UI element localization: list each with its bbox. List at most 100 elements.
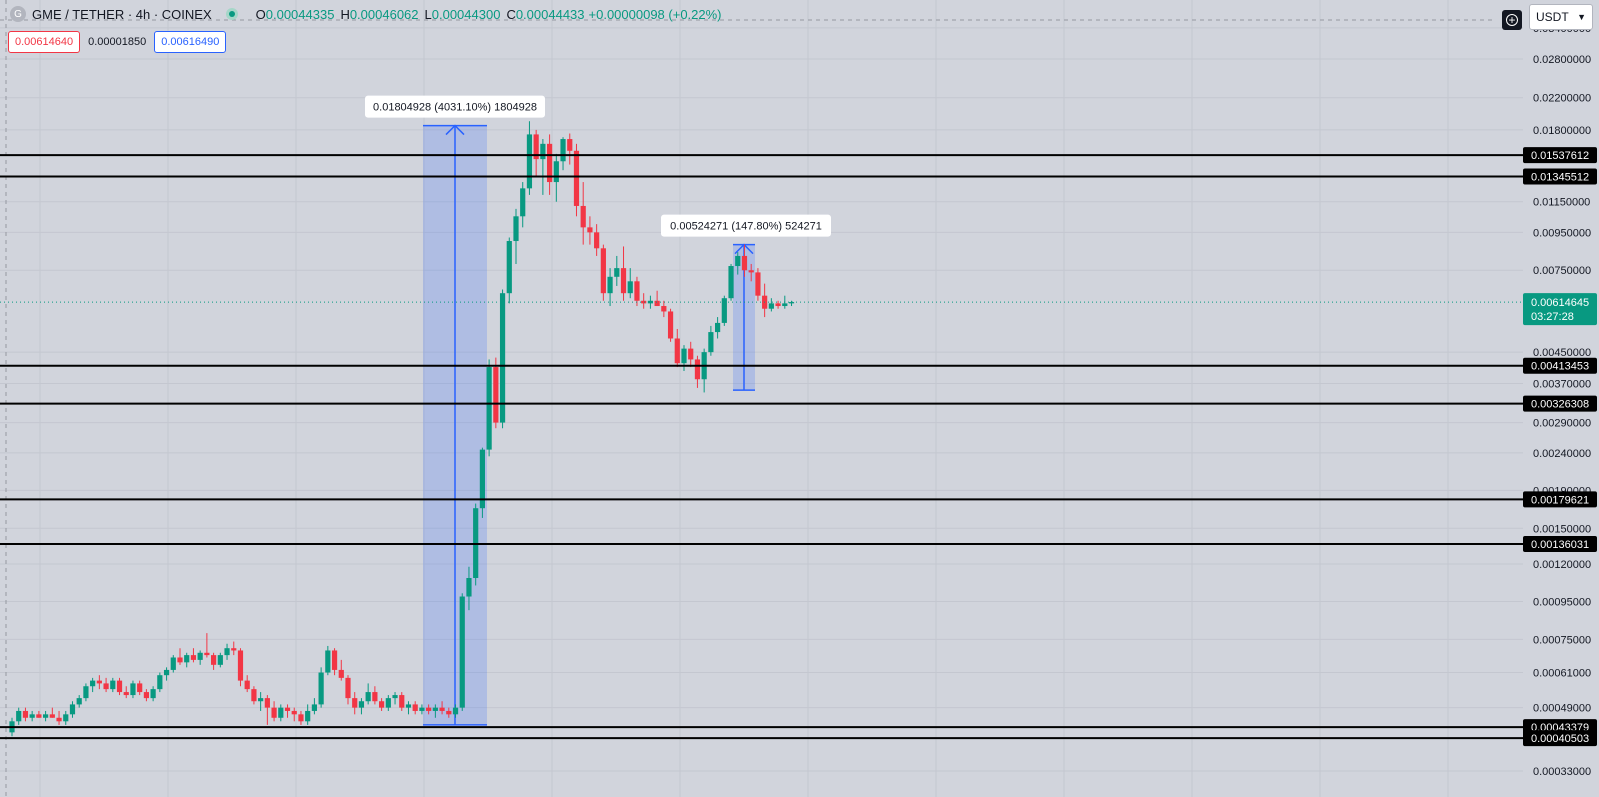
market-status-icon[interactable] [225,8,238,20]
candle [305,704,311,725]
last-price-box [1523,293,1597,326]
candle-body [567,139,573,151]
axis-tick-label: 0.01800000 [1533,125,1591,137]
candle-body [399,695,405,708]
candle-body [63,714,69,722]
candle-body [466,578,472,597]
candle [439,701,445,715]
candle-body [352,698,358,708]
candle-body [426,707,432,711]
candle-body [385,698,391,708]
candle-body [291,710,297,715]
candle-body [137,683,143,693]
candle [620,246,627,301]
candle-body [634,281,640,301]
candle [775,300,781,309]
candle-body [103,683,109,690]
candle [479,447,485,518]
grid-lines [0,0,1523,797]
candle [190,648,197,663]
candle-body [661,306,667,312]
axis-tick-label: 0.02200000 [1533,93,1591,105]
axis-tick-label: 0.00750000 [1533,265,1591,277]
level-label: 0.00040503 [1531,733,1589,745]
candle [694,355,701,388]
candle [547,134,553,195]
spread-value: 0.00001850 [88,36,147,48]
change-value: +0.00000098 (+0.22%) [588,6,722,22]
candle [647,295,653,309]
currency-select[interactable]: USDT ▼ [1529,4,1593,30]
level-label-box [1523,491,1597,508]
candle-body [325,650,331,673]
candle-body [533,134,539,160]
candle-body [36,714,42,718]
candle-body [614,268,620,277]
candle-body [197,652,203,660]
candle-body [305,710,311,722]
candle-body [553,161,559,183]
candle [580,182,586,245]
candle-body [520,188,526,217]
candle-body [607,276,613,294]
candle-body [452,707,459,715]
candle [728,263,734,301]
candle-body [190,655,197,660]
candle-body [540,143,546,160]
candle-body [412,704,418,711]
candle-body [688,348,694,360]
measure-label-box [365,95,545,118]
candle-body [130,683,136,696]
candle-body [163,669,170,676]
candle [264,695,270,725]
measure-label: 0.00524271 (147.80%) 524271 [670,221,822,233]
candle [69,701,76,718]
buy-button[interactable]: 0.00616490 [154,31,227,53]
candle [788,300,795,307]
level-label: 0.01345512 [1531,172,1589,184]
countdown-label: 03:27:28 [1531,311,1574,323]
axis-tick-label: 0.00150000 [1533,523,1591,535]
candle-body [446,710,452,715]
level-label: 0.00413453 [1531,361,1589,373]
candle [560,137,566,171]
candle [661,300,667,318]
axis-tick-label: 0.00290000 [1533,418,1591,430]
candle [446,707,452,718]
low-value: 0.00044300 [431,6,501,22]
level-label-box [1523,535,1597,552]
candle-body [271,707,277,718]
candle [298,710,304,725]
candle [29,710,35,722]
axis-tick-label: 0.00061000 [1533,668,1591,680]
candle [204,633,210,658]
axis-tick-label: 0.00370000 [1533,379,1591,391]
candle [419,704,425,715]
candle [49,707,55,718]
candle-body [83,686,89,699]
sell-button[interactable]: 0.00614640 [8,31,81,53]
candle [43,710,49,722]
add-plus-icon[interactable]: + [1502,10,1522,30]
candle-body [251,689,257,702]
candle [318,667,324,708]
level-label-box [1523,168,1597,185]
level-label-box [1523,357,1597,374]
candle [567,133,573,165]
chevron-down-icon: ▼ [1577,12,1586,22]
candle [150,686,156,702]
candle-body [560,139,566,162]
candle-body [150,689,156,699]
open-key: O [255,6,266,22]
candle [466,566,472,611]
symbol-title[interactable]: GME / TETHER · 4h · COINEX [32,6,212,22]
candle [748,263,754,282]
candles [9,121,795,737]
axis-tick-label: 0.00120000 [1533,559,1591,571]
measure-arrow-head [445,124,465,136]
candle [311,698,317,715]
candle [365,683,371,705]
candle [432,704,438,718]
candle [291,707,297,722]
